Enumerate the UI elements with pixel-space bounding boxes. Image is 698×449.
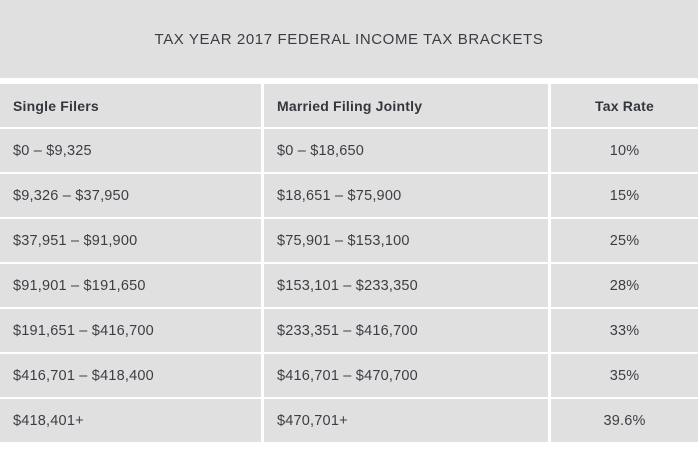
married-jointly-range: $18,651 – $75,900 xyxy=(264,174,548,217)
married-jointly-range: $153,101 – $233,350 xyxy=(264,264,548,307)
tax-rate-value: 33% xyxy=(551,309,698,352)
married-jointly-range: $233,351 – $416,700 xyxy=(264,309,548,352)
married-jointly-range: $416,701 – $470,700 xyxy=(264,354,548,397)
column-header-single-filers: Single Filers xyxy=(0,84,261,127)
tax-rate-value: 25% xyxy=(551,219,698,262)
table-row: $37,951 – $91,900 $75,901 – $153,100 25% xyxy=(0,219,698,262)
table-row: $9,326 – $37,950 $18,651 – $75,900 15% xyxy=(0,174,698,217)
single-filers-range: $37,951 – $91,900 xyxy=(0,219,261,262)
tax-rate-value: 39.6% xyxy=(551,399,698,442)
single-filers-range: $9,326 – $37,950 xyxy=(0,174,261,217)
single-filers-range: $191,651 – $416,700 xyxy=(0,309,261,352)
table-row: $0 – $9,325 $0 – $18,650 10% xyxy=(0,129,698,172)
tax-rate-value: 10% xyxy=(551,129,698,172)
tax-rate-value: 28% xyxy=(551,264,698,307)
table-title: TAX YEAR 2017 FEDERAL INCOME TAX BRACKET… xyxy=(154,30,544,48)
tax-rate-value: 15% xyxy=(551,174,698,217)
table-row: $91,901 – $191,650 $153,101 – $233,350 2… xyxy=(0,264,698,307)
single-filers-range: $0 – $9,325 xyxy=(0,129,261,172)
table-row: $416,701 – $418,400 $416,701 – $470,700 … xyxy=(0,354,698,397)
table-row: $191,651 – $416,700 $233,351 – $416,700 … xyxy=(0,309,698,352)
single-filers-range: $416,701 – $418,400 xyxy=(0,354,261,397)
table-header-row: Single Filers Married Filing Jointly Tax… xyxy=(0,84,698,127)
married-jointly-range: $470,701+ xyxy=(264,399,548,442)
column-header-tax-rate: Tax Rate xyxy=(551,84,698,127)
married-jointly-range: $75,901 – $153,100 xyxy=(264,219,548,262)
title-band: TAX YEAR 2017 FEDERAL INCOME TAX BRACKET… xyxy=(0,0,698,78)
single-filers-range: $418,401+ xyxy=(0,399,261,442)
single-filers-range: $91,901 – $191,650 xyxy=(0,264,261,307)
tax-rate-value: 35% xyxy=(551,354,698,397)
married-jointly-range: $0 – $18,650 xyxy=(264,129,548,172)
table-row: $418,401+ $470,701+ 39.6% xyxy=(0,399,698,442)
column-header-married-filing-jointly: Married Filing Jointly xyxy=(264,84,548,127)
